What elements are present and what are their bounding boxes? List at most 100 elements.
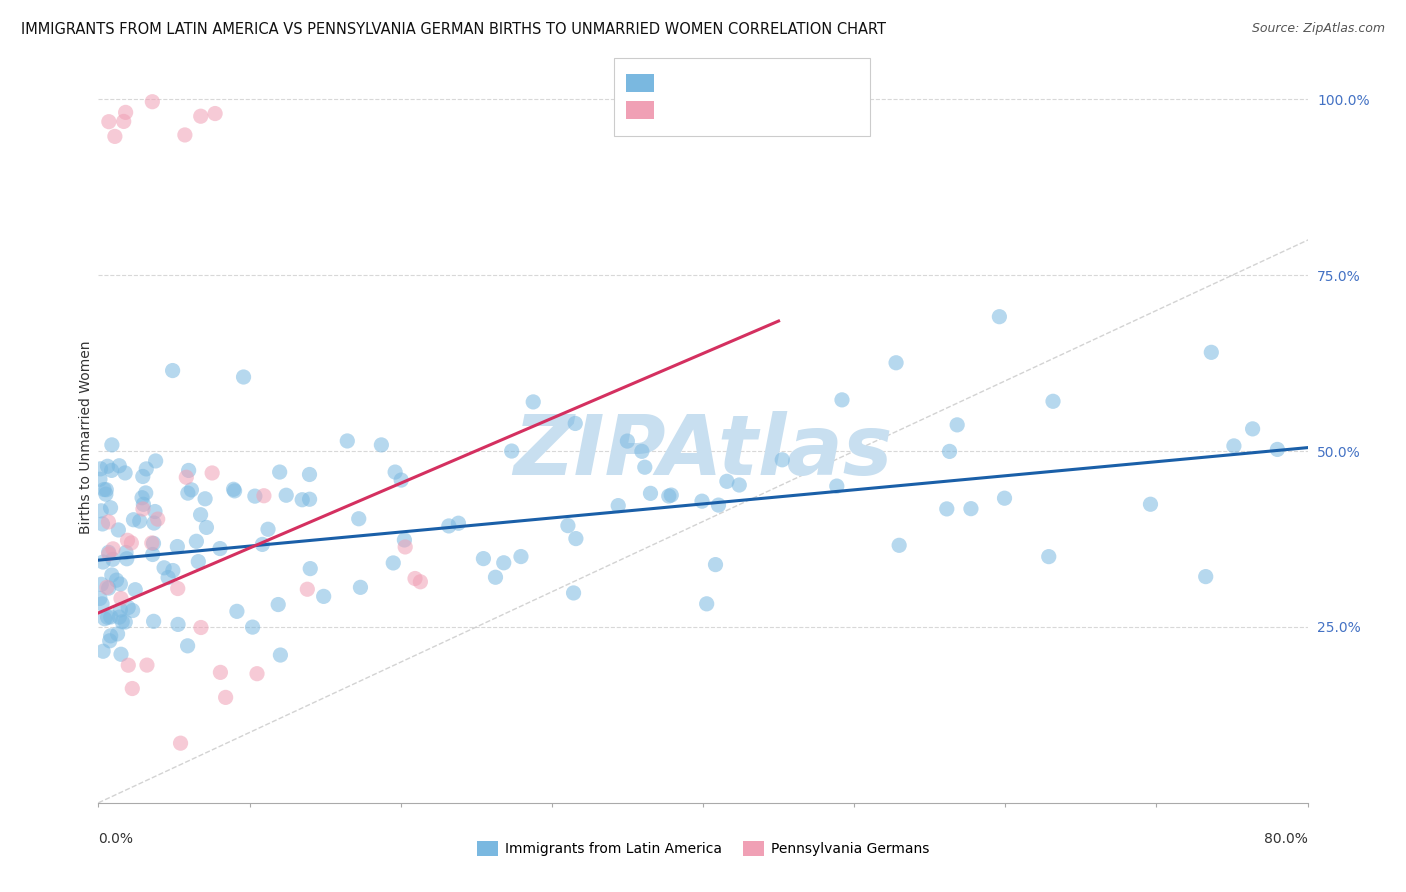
Point (884, 356, 907, 370)
Point (117, 533, 139, 548)
Point (167, 617, 190, 632)
Point (557, 518, 579, 533)
Bar (614, 58, 870, 136)
Point (437, 519, 460, 533)
Point (298, 467, 321, 482)
Point (298, 492, 321, 507)
Point (616, 434, 638, 448)
Point (173, 128, 195, 142)
Point (409, 574, 432, 589)
Point (97, 515, 120, 529)
Point (117, 600, 139, 615)
Point (447, 516, 470, 531)
Point (384, 465, 406, 479)
Point (347, 512, 370, 526)
Point (96, 483, 118, 497)
Point (696, 597, 718, 611)
Text: IMMIGRANTS FROM LATIN AMERICA VS PENNSYLVANIA GERMAN BIRTHS TO UNMARRIED WOMEN C: IMMIGRANTS FROM LATIN AMERICA VS PENNSYL… (21, 22, 886, 37)
Point (195, 520, 218, 534)
Point (114, 105, 136, 120)
Text: N =: N = (766, 74, 818, 92)
Point (114, 615, 136, 629)
Point (110, 647, 132, 661)
Point (209, 665, 232, 680)
Point (142, 548, 165, 562)
Point (946, 417, 969, 432)
Point (177, 463, 200, 477)
Point (157, 570, 180, 584)
Point (91, 597, 114, 611)
Point (472, 551, 495, 566)
Point (194, 491, 217, 506)
Point (166, 540, 188, 554)
Point (111, 615, 134, 629)
Point (93, 612, 115, 626)
Point (97, 581, 120, 595)
Point (145, 454, 167, 468)
Point (97, 610, 120, 624)
Point (1042, 394, 1064, 409)
Point (107, 627, 129, 641)
Point (253, 489, 276, 503)
Point (190, 620, 212, 634)
Point (770, 452, 793, 467)
Point (214, 690, 236, 705)
Point (564, 417, 586, 431)
Point (222, 483, 245, 497)
Point (208, 541, 231, 556)
Point (988, 310, 1011, 324)
Point (90, 577, 112, 591)
Point (177, 486, 200, 500)
Point (201, 466, 224, 480)
Point (141, 536, 163, 550)
Point (707, 498, 730, 512)
Point (186, 534, 208, 549)
Point (394, 540, 416, 554)
Point (659, 488, 682, 502)
Point (242, 620, 264, 634)
Point (135, 462, 157, 476)
Point (90, 462, 112, 476)
Point (101, 568, 124, 582)
Point (93, 483, 115, 497)
Point (100, 610, 122, 624)
Point (1139, 497, 1161, 511)
Point (394, 533, 416, 547)
Point (252, 537, 274, 551)
Point (114, 466, 136, 480)
Point (112, 114, 135, 128)
Point (142, 615, 165, 629)
Point (89, 472, 111, 486)
Point (1267, 442, 1289, 457)
Point (607, 499, 630, 513)
Point (110, 591, 132, 606)
Point (115, 551, 138, 566)
Point (98, 633, 121, 648)
Point (269, 648, 291, 662)
Point (115, 545, 138, 559)
Point (110, 577, 132, 591)
Point (889, 538, 911, 552)
Point (226, 604, 249, 618)
Point (101, 541, 124, 556)
Text: 0.346: 0.346 (707, 101, 763, 119)
Point (132, 502, 155, 516)
Point (104, 129, 127, 144)
Bar (626, 101, 654, 119)
Text: N =: N = (766, 101, 818, 119)
Point (105, 573, 128, 587)
Point (336, 434, 359, 448)
Point (224, 483, 246, 498)
Point (101, 552, 124, 566)
Point (704, 558, 727, 572)
Text: ZIPAtlas: ZIPAtlas (513, 411, 893, 492)
Text: R =: R = (665, 101, 704, 119)
Point (91, 644, 114, 658)
Point (121, 603, 143, 617)
Point (97, 114, 120, 128)
Point (522, 395, 544, 409)
Point (96, 459, 118, 474)
Point (1223, 439, 1246, 453)
Point (122, 513, 145, 527)
Point (935, 502, 957, 516)
